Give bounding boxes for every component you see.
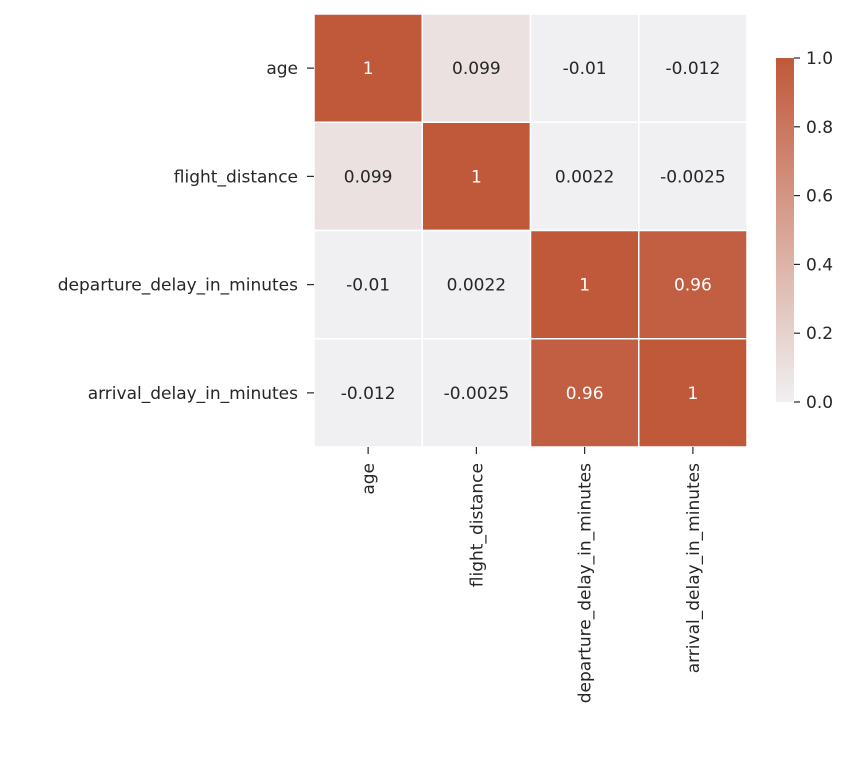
cell-value-label: 0.96 bbox=[674, 276, 712, 296]
cell-value-label: -0.0025 bbox=[444, 384, 510, 404]
colorbar-tick-label: 1.0 bbox=[806, 49, 833, 69]
colorbar-tick-label: 0.2 bbox=[806, 324, 833, 344]
heatmap-cell bbox=[638, 13, 748, 123]
cell-value-label: -0.012 bbox=[665, 59, 720, 79]
colorbar-tick-label: 0.4 bbox=[806, 255, 833, 275]
row-labels: age flight_distance departure_delay_in_min… bbox=[58, 59, 314, 404]
heatmap-cell bbox=[421, 229, 532, 340]
cell-value-label: -0.012 bbox=[341, 384, 396, 404]
column-labels: age flight_distance departure_delay_in_min… bbox=[359, 447, 704, 703]
heatmap-cell bbox=[638, 338, 748, 448]
cell-value-label: 0.0022 bbox=[447, 276, 506, 296]
column-label: arrival_delay_in_minutes bbox=[684, 463, 704, 673]
column-label: departure_delay_in_minutes bbox=[576, 463, 596, 703]
colorbar-tick-label: 0.6 bbox=[806, 187, 833, 207]
row-label: departure_delay_in_minutes bbox=[58, 276, 298, 296]
cell-value-label: 0.099 bbox=[452, 59, 501, 79]
colorbar-tick-label: 0.8 bbox=[806, 118, 833, 138]
heatmap-cell bbox=[638, 229, 748, 340]
cell-value-label: 1 bbox=[471, 167, 482, 187]
cell-value-label: -0.01 bbox=[346, 276, 390, 296]
column-label: age bbox=[359, 463, 379, 495]
cell-value-label: 1 bbox=[363, 59, 374, 79]
colorbar: 0.0 0.2 0.4 0.6 0.8 1.0 bbox=[776, 49, 833, 413]
heatmap-grid: 1 0.099 -0.01 -0.012 0.099 1 0.0022 -0.0025 -0.0… bbox=[313, 13, 748, 448]
cell-value-label: -0.0025 bbox=[660, 167, 726, 187]
heatmap-cell bbox=[421, 121, 532, 232]
colorbar-tick-label: 0.0 bbox=[806, 393, 833, 413]
cell-value-label: 1 bbox=[687, 384, 698, 404]
heatmap-cell bbox=[638, 121, 748, 232]
cell-value-label: -0.01 bbox=[563, 59, 607, 79]
cell-value-label: 0.099 bbox=[344, 167, 393, 187]
row-label: age bbox=[266, 59, 298, 79]
colorbar-gradient bbox=[776, 58, 794, 402]
row-label: arrival_delay_in_minutes bbox=[88, 384, 298, 404]
heatmap-cell bbox=[421, 13, 532, 123]
cell-value-label: 0.96 bbox=[566, 384, 604, 404]
heatmap-cell bbox=[421, 338, 532, 448]
row-label: flight_distance bbox=[174, 167, 298, 187]
cell-value-label: 0.0022 bbox=[555, 167, 614, 187]
heatmap-cell bbox=[313, 13, 423, 123]
column-label: flight_distance bbox=[467, 463, 487, 587]
cell-value-label: 1 bbox=[579, 276, 590, 296]
heatmap-cell bbox=[529, 13, 640, 123]
